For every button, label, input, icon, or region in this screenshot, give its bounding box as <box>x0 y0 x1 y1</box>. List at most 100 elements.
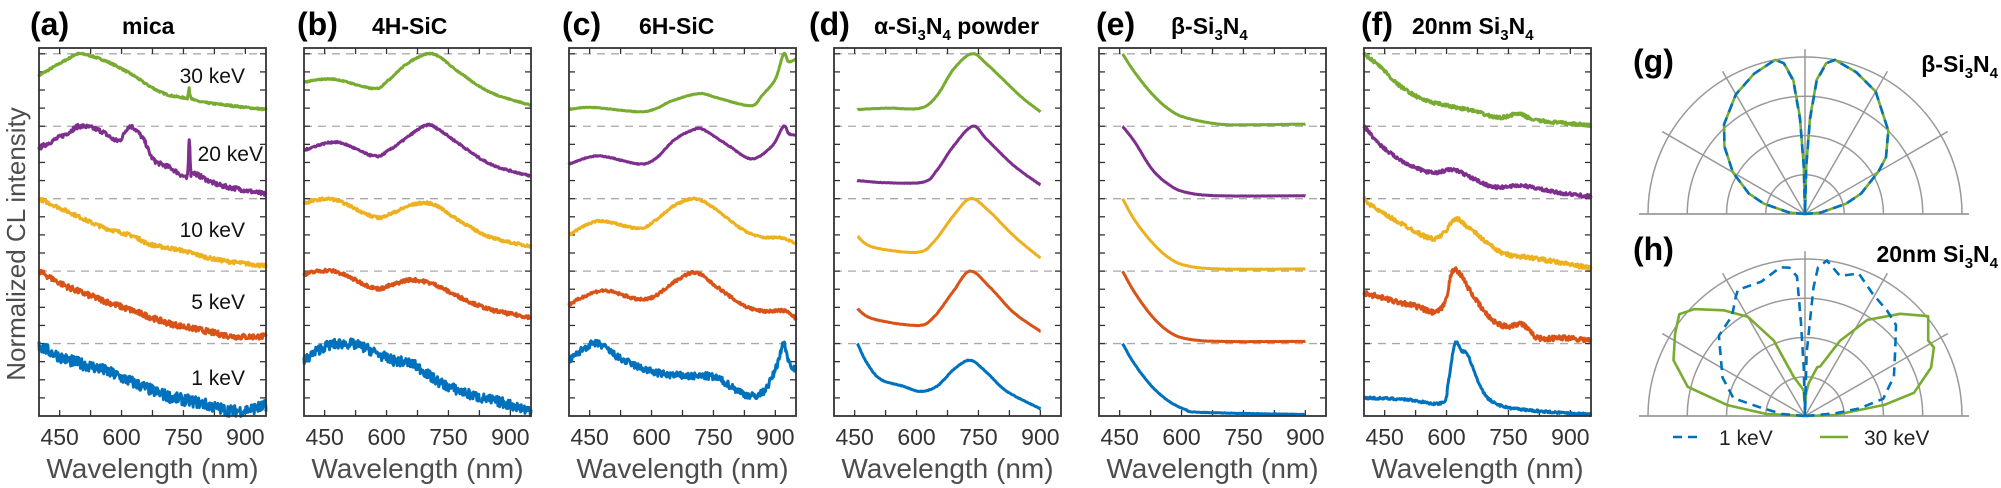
spectrum-line-trace-4 <box>567 338 798 400</box>
x-tick-label: 600 <box>102 424 140 450</box>
spectrum-line-trace-2 <box>567 196 798 245</box>
panel-title: 20nm Si3N4 <box>1876 241 1998 272</box>
spectrum-panel-a: 450 600 750 900 Wavelength (nm) (a) mica 30 keV… <box>30 6 268 484</box>
energy-label: 10 keV <box>180 219 245 242</box>
x-axis-label: Wavelength (nm) <box>311 453 523 484</box>
spectrum-line-trace-3 <box>302 267 533 321</box>
plot-frame <box>1098 47 1327 417</box>
spectrum-line-trace-3 <box>1121 270 1307 344</box>
legend: 1 keV 30 keV <box>1673 427 1929 450</box>
legend-label: 1 keV <box>1719 427 1773 450</box>
spectrum-line-5-keV <box>37 268 268 341</box>
x-tick-label: 900 <box>1551 424 1589 450</box>
plot-frame <box>833 47 1062 417</box>
polar-curve-1-keV <box>1717 259 1898 418</box>
spectrum-panel-e: 450 600 750 900 Wavelength (nm) (e) β-Si3N4 <box>1096 6 1327 484</box>
title-subscript: 4 <box>1239 27 1248 44</box>
panel-title: 6H-SiC <box>639 13 714 39</box>
panel-label: (f) <box>1361 6 1393 42</box>
spectrum-panel-c: 450 600 750 900 Wavelength (nm) (c) 6H-SiC <box>562 6 798 484</box>
title-text: β-Si <box>1171 13 1214 39</box>
spectrum-line-trace-2 <box>1121 197 1307 271</box>
panel-label: (b) <box>297 6 338 42</box>
spectrum-line-trace-1 <box>1362 124 1593 199</box>
spectrum-line-30-keV <box>37 51 268 112</box>
title-subscript: 4 <box>1990 255 1999 272</box>
title-text: β-Si <box>1921 51 1964 77</box>
panel-label: (g) <box>1633 43 1674 79</box>
x-tick-label: 750 <box>164 424 202 450</box>
x-tick-label: 900 <box>1286 424 1324 450</box>
title-subscript: 3 <box>1500 27 1508 44</box>
spectrum-line-trace-4 <box>302 337 533 418</box>
plot-frame <box>1363 47 1592 417</box>
x-axis-label: Wavelength (nm) <box>1371 453 1583 484</box>
spectrum-line-trace-3 <box>1362 266 1593 344</box>
title-subscript: 3 <box>1214 27 1222 44</box>
spectrum-line-trace-1 <box>567 124 798 166</box>
panel-title: α-Si3N4 powder <box>874 13 1039 44</box>
title-subscript: 3 <box>918 27 926 44</box>
x-tick-label: 450 <box>1100 424 1138 450</box>
spectrum-line-trace-4 <box>856 342 1042 411</box>
panel-label: (a) <box>30 6 69 42</box>
spectrum-line-trace-2 <box>302 196 533 249</box>
x-tick-label: 750 <box>694 424 732 450</box>
title-text: mica <box>122 13 175 39</box>
spectrum-line-trace-0 <box>1121 52 1307 127</box>
spectrum-panel-f: 450 600 750 900 Wavelength (nm) (f) 20nm Si3N4 <box>1361 6 1593 484</box>
spectrum-line-trace-0 <box>302 51 533 107</box>
energy-label: 30 keV <box>180 65 245 88</box>
title-text: N <box>1509 13 1526 39</box>
polar-curve-1-keV <box>1722 58 1890 216</box>
spectrum-line-20-keV <box>37 122 268 197</box>
x-tick-label: 900 <box>226 424 264 450</box>
title-text: N <box>1223 13 1240 39</box>
spectrum-line-trace-4 <box>1362 340 1593 418</box>
title-text: α-Si <box>874 13 918 39</box>
polar-panel-h: (h) 20nm Si3N4 1 keV 30 keV <box>1633 231 1999 450</box>
panel-label: (d) <box>809 6 850 42</box>
y-axis-label: Normalized CL intensity <box>1 107 31 381</box>
panel-label: (e) <box>1096 6 1135 42</box>
spectrum-panel-d: 450 600 750 900 Wavelength (nm) (d) α-Si3N4 po… <box>809 6 1062 484</box>
spectrum-line-trace-1 <box>302 122 533 178</box>
spectrum-line-trace-3 <box>567 269 798 321</box>
x-tick-label: 450 <box>1365 424 1403 450</box>
spectrum-line-trace-3 <box>856 269 1042 333</box>
title-text: powder <box>951 13 1039 39</box>
title-subscript: 3 <box>1965 255 1973 272</box>
title-subscript: 3 <box>1965 65 1973 82</box>
x-tick-label: 600 <box>897 424 935 450</box>
plot-frame <box>303 47 532 417</box>
spectrum-line-10-keV <box>37 196 268 269</box>
x-tick-label: 600 <box>632 424 670 450</box>
x-tick-label: 750 <box>1489 424 1527 450</box>
x-tick-label: 600 <box>1162 424 1200 450</box>
x-tick-label: 900 <box>1021 424 1059 450</box>
title-text: 4H-SiC <box>372 13 447 39</box>
spectrum-line-trace-1 <box>1121 125 1307 198</box>
energy-label: 1 keV <box>191 367 245 390</box>
polar-spoke <box>1721 272 1806 417</box>
legend-label: 30 keV <box>1864 427 1929 450</box>
title-text: N <box>926 13 943 39</box>
polar-spoke <box>1804 70 1889 215</box>
polar-spoke <box>1804 272 1889 417</box>
title-text: 20nm Si <box>1412 13 1500 39</box>
x-tick-label: 750 <box>959 424 997 450</box>
panel-title: β-Si3N4 <box>1171 13 1248 44</box>
x-axis-label: Wavelength (nm) <box>576 453 788 484</box>
spectrum-line-trace-2 <box>856 196 1042 260</box>
title-text: N <box>1973 241 1990 267</box>
title-text: 6H-SiC <box>639 13 714 39</box>
x-tick-label: 450 <box>305 424 343 450</box>
x-tick-label: 600 <box>367 424 405 450</box>
spectrum-line-trace-0 <box>856 52 1042 113</box>
energy-label: 5 keV <box>191 291 245 314</box>
x-tick-label: 750 <box>429 424 467 450</box>
spectrum-line-trace-0 <box>567 51 798 114</box>
x-axis-label: Wavelength (nm) <box>1106 453 1318 484</box>
polar-spoke <box>1721 70 1806 215</box>
